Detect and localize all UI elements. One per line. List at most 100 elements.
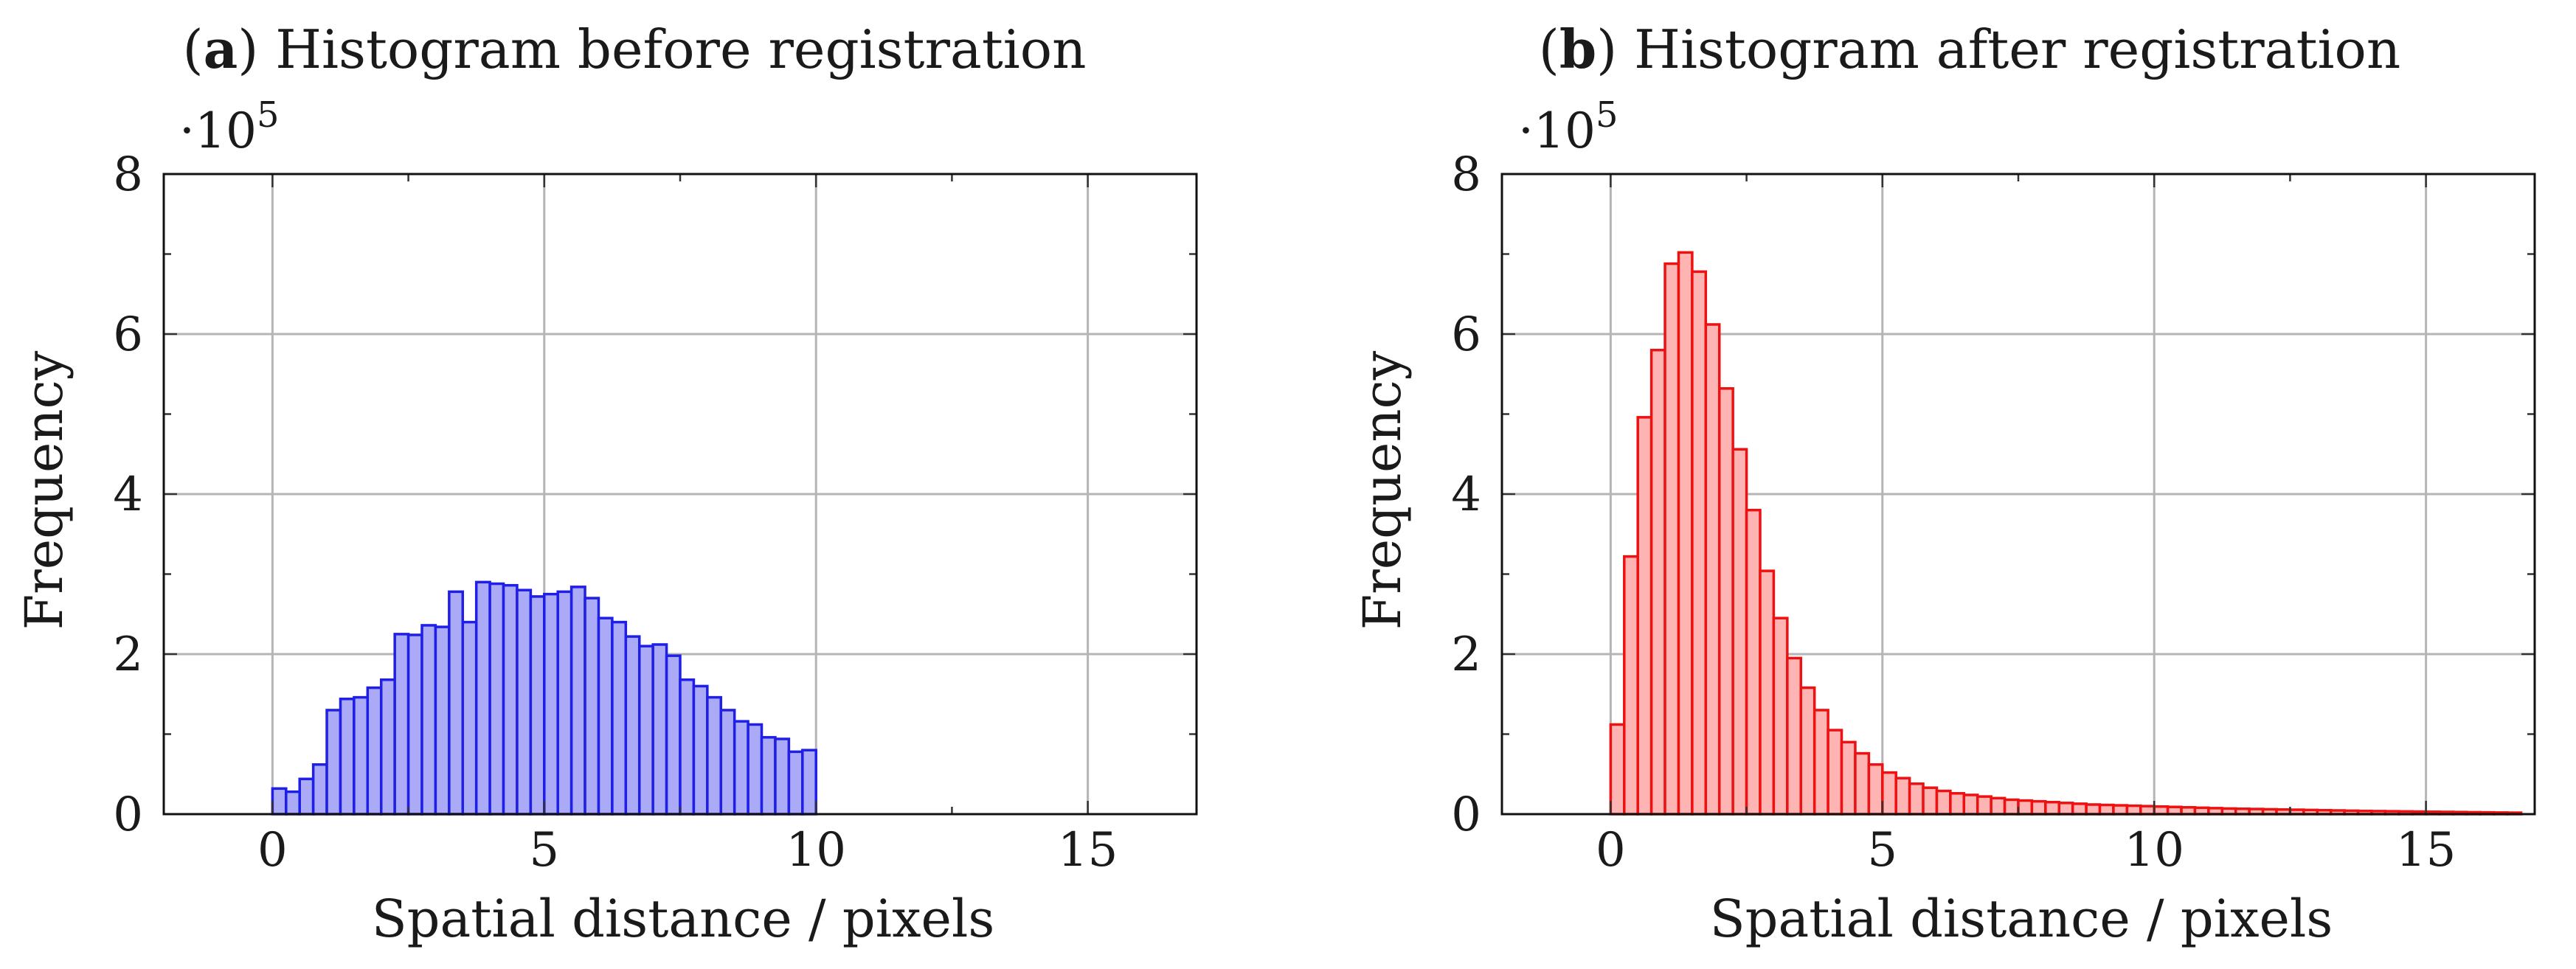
panel-b-bar <box>1745 508 1762 816</box>
panel-b-bar <box>1812 709 1829 816</box>
panel-a-bar <box>584 597 600 816</box>
panel-a-bar <box>787 750 804 816</box>
panel-b-bar <box>1691 270 1708 816</box>
panel-a-bar <box>733 720 749 816</box>
panel-b-bar <box>2017 799 2034 816</box>
panel-a-ytick-label-0: 0 <box>113 788 143 842</box>
panel-a-multiplier-exponent: 5 <box>257 94 280 136</box>
panel-b-bar <box>1935 789 1952 816</box>
panel-a-y-tick-labels: 0 2 4 6 8 <box>113 147 143 842</box>
panel-b-ytick-label-3: 6 <box>1451 308 1481 362</box>
panel-b-bar <box>1962 793 1979 816</box>
panel-a-bar <box>747 723 764 816</box>
panel-a-title-letter: a <box>204 18 238 80</box>
panel-b-xtick-label-0: 0 <box>1596 823 1626 878</box>
panel-a-bar <box>325 709 342 816</box>
panel-b-bar <box>2125 804 2142 816</box>
panel-a-ytick-label-2: 4 <box>113 468 143 522</box>
panel-a-ytick-label-4: 8 <box>113 147 143 202</box>
panel-b-bar <box>2085 803 2102 816</box>
panel-b-bar <box>1867 763 1884 816</box>
panel-a-bar <box>420 624 437 816</box>
panel-a-bar <box>665 654 682 816</box>
panel-a-xtick-label-3: 15 <box>1058 823 1118 878</box>
panel-b-bar <box>1881 771 1897 816</box>
panel-a-bar <box>516 588 533 816</box>
panel-a: (a) Histogram before registration ·105 0… <box>14 18 1198 949</box>
panel-a-title-prefix: ( <box>182 18 203 80</box>
panel-b-xtick-label-2: 10 <box>2124 823 2184 878</box>
panel-a-ytick-label-3: 6 <box>113 308 143 362</box>
panel-a-bar <box>556 590 573 816</box>
panel-b-ytick-label-1: 2 <box>1451 628 1481 682</box>
panel-a-bar <box>502 583 519 816</box>
panel-a-bar <box>474 580 491 816</box>
panel-a-frame <box>162 173 1198 816</box>
panel-b-bar <box>2071 802 2088 816</box>
panel-b-title-letter: b <box>1559 18 1596 80</box>
panel-a-bar <box>611 620 628 816</box>
panel-b-bar <box>2044 800 2061 816</box>
panel-b-title-prefix: ( <box>1539 18 1559 80</box>
panel-b-bar <box>1786 656 1803 816</box>
panel-a-bar <box>339 698 356 816</box>
panel-a-bar <box>298 777 315 816</box>
panel-a-bar <box>353 695 370 816</box>
panel-a-bar <box>569 586 586 816</box>
panel-a-title: (a) Histogram before registration <box>182 18 1086 80</box>
panel-a-y-axis-label: Frequency <box>14 350 75 630</box>
panel-b-bar <box>2098 803 2115 816</box>
panel-a-title-rest: ) Histogram before registration <box>238 18 1086 80</box>
panel-a-bar <box>543 592 559 816</box>
panel-b-ytick-label-2: 4 <box>1451 468 1481 522</box>
panel-b-bar <box>1759 569 1776 816</box>
panel-b-bar <box>1990 796 2007 816</box>
panel-b-bar <box>1623 555 1639 816</box>
panel-b-bar <box>1799 686 1816 816</box>
panel-a-bar <box>529 595 546 816</box>
panel-a-bar <box>692 684 709 816</box>
panel-a-bar <box>366 686 383 816</box>
panel-b-xtick-label-3: 15 <box>2396 823 2456 878</box>
panel-b-ticks <box>1502 173 2535 816</box>
panel-a-x-tick-labels: 0 5 10 15 <box>257 823 1118 878</box>
panel-b-bar <box>1976 795 1992 816</box>
panel-b-x-axis-label: Spatial distance / pixels <box>1710 889 2333 949</box>
panel-a-bar <box>379 678 396 816</box>
panel-b-bar <box>1827 729 1843 816</box>
panel-b-bar <box>1649 348 1666 816</box>
panel-b-bar <box>1772 617 1789 816</box>
panel-b-bar <box>1609 723 1626 816</box>
panel-b-bar <box>1908 782 1925 816</box>
panel-b-bar <box>2139 805 2156 816</box>
panel-b-bar <box>1949 792 1966 816</box>
panel-b-ytick-label-0: 0 <box>1451 788 1481 842</box>
panel-b-bar <box>1704 323 1721 816</box>
panel-b-bar <box>1922 786 1939 816</box>
panel-b-bar <box>1840 740 1857 816</box>
panel-b-multiplier-exponent: 5 <box>1596 94 1618 136</box>
panel-b-bar <box>1731 448 1748 816</box>
panel-a-xtick-label-0: 0 <box>257 823 288 878</box>
panel-a-bar <box>448 590 465 816</box>
panel-a-bar <box>774 737 791 816</box>
panel-a-bar <box>801 749 817 816</box>
panel-b-multiplier-base: ·10 <box>1518 103 1596 159</box>
panel-b-title: (b) Histogram after registration <box>1539 18 2401 80</box>
panel-b-ytick-label-4: 8 <box>1451 147 1481 202</box>
panel-a-bar <box>679 678 696 816</box>
panel-a-ytick-label-1: 2 <box>113 628 143 682</box>
panel-b-bars <box>1609 251 2523 816</box>
panel-b-title-rest: ) Histogram after registration <box>1596 18 2400 80</box>
panel-b-x-tick-labels: 0 5 10 15 <box>1596 823 2456 878</box>
panel-b-y-axis-label: Frequency <box>1352 350 1413 630</box>
panel-b-bar <box>2057 802 2074 816</box>
panel-a-bar <box>271 787 288 816</box>
panel-b-bar <box>1677 251 1694 816</box>
panel-b-bar <box>1894 777 1911 816</box>
panel-a-multiplier-base: ·10 <box>179 103 257 159</box>
panel-b-frame <box>1500 173 2536 816</box>
panel-a-bar <box>434 625 451 816</box>
